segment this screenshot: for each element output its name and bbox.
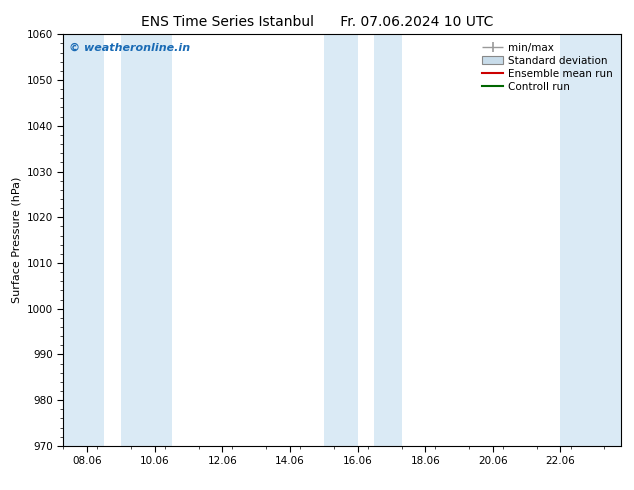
Bar [375,34,401,446]
Bar [121,34,172,446]
Text: © weatheronline.in: © weatheronline.in [69,43,190,52]
Legend: min/max, Standard deviation, Ensemble mean run, Controll run: min/max, Standard deviation, Ensemble me… [479,40,616,95]
Bar [63,34,104,446]
Bar [560,34,621,446]
Bar [324,34,358,446]
Text: ENS Time Series Istanbul      Fr. 07.06.2024 10 UTC: ENS Time Series Istanbul Fr. 07.06.2024 … [141,15,493,29]
Y-axis label: Surface Pressure (hPa): Surface Pressure (hPa) [11,177,21,303]
